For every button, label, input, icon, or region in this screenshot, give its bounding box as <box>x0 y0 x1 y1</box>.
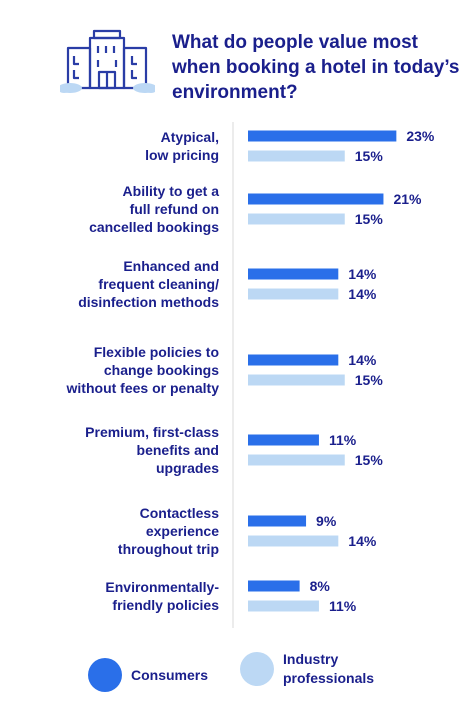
bar-consumers <box>248 580 300 592</box>
category-label: Contactless <box>140 505 220 521</box>
bar-consumers <box>248 193 384 205</box>
legend-label-line: Industry <box>283 651 339 667</box>
category-label: Environmentally- <box>105 579 219 595</box>
legend-item-industry-professionals: Industry professionals <box>240 650 374 688</box>
data-label: 14% <box>348 286 377 302</box>
data-label: 11% <box>329 432 357 448</box>
legend-item-consumers: Consumers <box>88 658 208 692</box>
category-label: full refund on <box>130 201 219 217</box>
legend-swatch <box>240 652 274 686</box>
category-label: throughout trip <box>118 541 219 557</box>
category-label: disinfection methods <box>78 294 219 310</box>
data-label: 15% <box>355 211 384 227</box>
category-label: change bookings <box>104 362 219 378</box>
bar-industry <box>248 600 319 612</box>
bar-industry <box>248 150 345 162</box>
legend-swatch <box>88 658 122 692</box>
bar-industry <box>248 535 339 547</box>
bar-consumers <box>248 268 339 280</box>
data-label: 15% <box>355 372 384 388</box>
data-label: 15% <box>355 148 384 164</box>
category-label: Atypical, <box>161 129 219 145</box>
category-label: low pricing <box>145 147 219 163</box>
data-label: 14% <box>348 352 377 368</box>
bar-industry <box>248 288 339 300</box>
bar-consumers <box>248 130 397 142</box>
data-label: 11% <box>329 598 357 614</box>
legend-label: Consumers <box>131 666 208 685</box>
hotel-building-icon <box>60 29 155 93</box>
category-label: frequent cleaning/ <box>98 276 219 292</box>
category-label: cancelled bookings <box>89 219 219 235</box>
bar-industry <box>248 454 345 466</box>
bar-chart: Atypical, low pricing 23% 15% Ability to get… <box>66 122 435 628</box>
legend: Consumers Industry professionals <box>88 650 448 700</box>
data-label: 15% <box>355 452 384 468</box>
category-label: benefits and <box>137 442 219 458</box>
legend-label: Industry professionals <box>283 650 374 688</box>
bar-industry <box>248 374 345 386</box>
category-label: upgrades <box>156 460 219 476</box>
category-label: Flexible policies to <box>94 344 219 360</box>
data-label: 9% <box>316 513 337 529</box>
category-label: without fees or penalty <box>66 380 220 396</box>
legend-label-line: professionals <box>283 670 375 686</box>
bar-consumers <box>248 515 307 527</box>
data-label: 14% <box>348 533 377 549</box>
data-label: 21% <box>393 191 422 207</box>
category-label: Premium, first-class <box>85 424 219 440</box>
data-label: 8% <box>310 578 331 594</box>
category-label: experience <box>146 523 219 539</box>
category-label: Enhanced and <box>123 258 219 274</box>
data-label: 23% <box>406 128 435 144</box>
bar-industry <box>248 213 345 225</box>
legend-label-line: Consumers <box>131 666 209 683</box>
chart-title: What do people value most when booking a… <box>172 32 460 103</box>
data-label: 14% <box>348 266 377 282</box>
category-label: friendly policies <box>112 597 219 613</box>
bar-consumers <box>248 354 339 366</box>
bar-consumers <box>248 434 319 446</box>
category-label: Ability to get a <box>123 183 220 199</box>
